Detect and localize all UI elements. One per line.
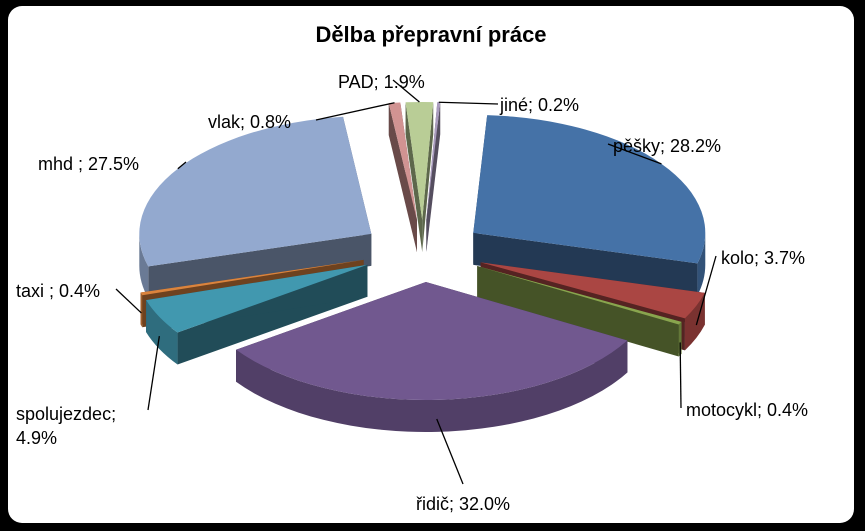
- leader-line: [147, 336, 160, 411]
- leader-line: [177, 161, 187, 170]
- data-label: spolujezdec;: [16, 404, 116, 424]
- data-label: mhd ; 27.5%: [38, 154, 139, 174]
- slice-spolujezdec: [146, 264, 368, 365]
- data-label: 4.9%: [16, 428, 57, 448]
- slice-pad: [405, 102, 434, 253]
- data-label: vlak; 0.8%: [208, 112, 291, 132]
- leader-line: [436, 418, 464, 485]
- data-label: řidič; 32.0%: [416, 494, 510, 514]
- slice-jin: [426, 102, 441, 253]
- data-label: PAD; 1.9%: [338, 72, 425, 92]
- chart-frame: Dělba přepravní práce pěšky; 28.2% kolo; …: [8, 6, 854, 523]
- leader-line: [679, 342, 682, 409]
- slice-mhd: [139, 116, 372, 299]
- leader-line: [315, 102, 395, 121]
- data-label: pěšky; 28.2%: [613, 136, 721, 156]
- pie-chart: pěšky; 28.2% kolo; 3.7% motocykl; 0.4% řidi…: [16, 72, 808, 514]
- chart-title: Dělba přepravní práce: [315, 22, 547, 47]
- slice-motocykl: [477, 266, 682, 357]
- slice-idi: [236, 281, 628, 432]
- data-label: kolo; 3.7%: [721, 248, 805, 268]
- data-label: taxi ; 0.4%: [16, 281, 100, 301]
- leader-line: [695, 255, 717, 326]
- leader-line: [392, 79, 420, 103]
- slice-vlak: [388, 102, 417, 253]
- data-label: jiné; 0.2%: [499, 95, 579, 115]
- leader-line: [607, 143, 662, 165]
- leader-line: [438, 101, 499, 105]
- leader-line: [115, 288, 142, 314]
- slice-pky: [473, 115, 706, 296]
- data-label: motocykl; 0.4%: [686, 400, 808, 420]
